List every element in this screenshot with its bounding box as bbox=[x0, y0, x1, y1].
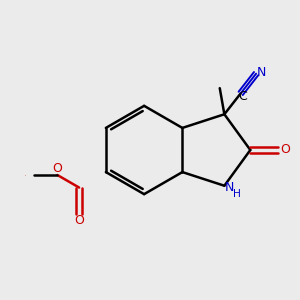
Text: C: C bbox=[238, 90, 247, 104]
Text: O: O bbox=[25, 175, 26, 176]
Text: H: H bbox=[233, 189, 241, 199]
Text: N: N bbox=[257, 66, 266, 79]
Text: O: O bbox=[74, 214, 84, 227]
Text: O: O bbox=[281, 143, 291, 157]
Text: O: O bbox=[52, 162, 62, 175]
Text: N: N bbox=[225, 181, 234, 194]
